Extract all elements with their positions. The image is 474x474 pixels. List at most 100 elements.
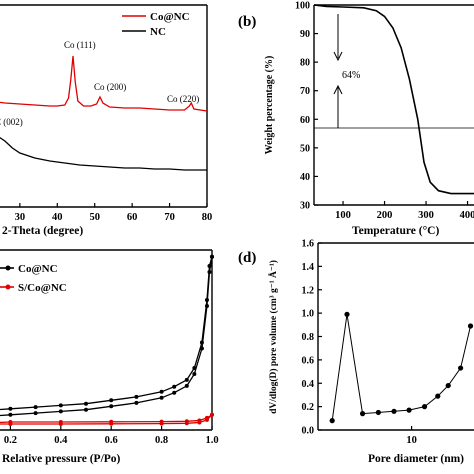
panel-a-series-1-line	[0, 55, 208, 112]
panel-c-xtick-label: 0.6	[105, 435, 118, 446]
panel-d-xtick-label: 10	[406, 435, 417, 446]
panel-c-series-1-point	[33, 405, 38, 410]
panel-b-ytick-label: 40	[300, 172, 310, 183]
panel-d-series-1-point	[421, 404, 428, 410]
legend-marker-s-co-nc	[5, 284, 11, 290]
panel-d-ytick-label: 0.2	[302, 402, 315, 413]
panel-b-ytick-label: 80	[300, 58, 310, 69]
panel-b-ytick-label: 50	[300, 143, 310, 154]
panel-c-series-1-point	[172, 390, 177, 395]
panel-d-series-1-point	[445, 382, 451, 389]
panel-d-series-1-point	[467, 323, 474, 329]
panel-d-series-1-line	[331, 314, 471, 421]
panel-d-series-1-point	[406, 407, 412, 413]
panel-c-series-1-point	[184, 377, 189, 382]
panel-c-series-1-point	[207, 264, 212, 268]
panel-a-series-2-line	[0, 136, 207, 171]
panel-b-series-1-line	[313, 4, 474, 195]
panel-d-ytick-label: 1.6	[302, 239, 315, 250]
panel-b: (b) 100 200 300 400 30 40 50 60 70 80 90 100 Weight…	[238, 1, 474, 237]
panel-a-xtick-label: 70	[164, 212, 175, 223]
panel-b-xtick-label: 400	[460, 210, 474, 221]
panel-a-xtick-label: 40	[52, 212, 63, 223]
panel-d-series-1-point	[458, 365, 464, 371]
panel-c-series-1-point	[172, 384, 177, 389]
panel-c-xtick-label: 0.8	[155, 435, 168, 446]
panel-c-series-1-adsorption	[0, 256, 213, 417]
panel-c-series-1-point	[199, 346, 204, 351]
annotation-co-111: Co (111)	[64, 40, 96, 50]
panel-c-series-1-point	[192, 366, 197, 370]
panel-c-series-2-adsorption	[0, 414, 213, 425]
panel-d-ytick-label: 0.8	[302, 332, 315, 343]
panel-b-ytick-label: 100	[295, 1, 310, 12]
panel-c-series-1-point	[199, 340, 204, 345]
panel-c-series-1-point	[159, 389, 164, 394]
panel-d-series-1-point	[375, 409, 381, 416]
panel-c-series-1-point	[134, 400, 139, 405]
panel-c-series-2-point	[197, 418, 202, 423]
panel-a-xlabel: 2-Theta (degree)	[2, 225, 83, 237]
panel-b-xlabel: Temperature (°C)	[352, 225, 439, 237]
panel-c-series-2-point	[204, 415, 209, 420]
legend-label-co-nc: Co@NC	[150, 11, 190, 23]
panel-c-series-1-point	[33, 411, 38, 416]
panel-d-ytick-label: 1.0	[302, 309, 315, 320]
panel-d-series-1-point	[435, 393, 441, 399]
legend-label-co-nc-c: Co@NC	[18, 263, 58, 275]
panel-a-xtick-label: 60	[127, 212, 138, 223]
panel-c-series-2-point	[210, 412, 214, 417]
annotation-co-200: Co (200)	[94, 82, 126, 92]
panel-c-series-1-point	[204, 298, 209, 302]
panel-d-series-1-point	[344, 311, 350, 317]
panel-c-xtick-label: 0.2	[4, 435, 17, 446]
panel-d-ytick-label: 0.0	[302, 426, 315, 437]
panel-b-xtick-label: 300	[418, 210, 434, 221]
panel-c: 0.2 0.4 0.6 0.8 1.0 Relative pressure (P/Po)…	[0, 249, 219, 465]
panel-c-series-1-desorption	[0, 256, 213, 411]
panel-c-series-1-point	[109, 404, 114, 409]
panel-c-series-1-point	[184, 383, 189, 388]
panel-d-ytick-label: 0.4	[302, 379, 315, 390]
annotation-c-002: C (002)	[0, 117, 23, 127]
annotation-64: 64%	[342, 70, 360, 81]
panel-d-series-1-point	[359, 411, 366, 417]
panel-c-series-1-point	[210, 254, 214, 259]
panel-b-ytick-label: 70	[300, 86, 310, 97]
arrow-up-head	[333, 84, 343, 95]
panel-c-series-1-point	[192, 372, 197, 376]
panel-a-xtick-label: 80	[202, 212, 213, 223]
panel-c-series-1-point	[134, 394, 139, 399]
panel-d: (d) 10 0.0 0.2 0.4 0.6 0.8 1.0 1.2 1.4 1.6 dV/dlo…	[238, 239, 474, 465]
panel-d-series-1-point	[391, 408, 397, 414]
panel-d-ylabel: dV/dlog(D) pore volume (cm³ g⁻¹ Å⁻¹)	[267, 260, 279, 414]
panel-c-series-1-point	[84, 407, 88, 412]
panel-c-series-1-point	[8, 406, 13, 411]
panel-c-series-1-point	[204, 304, 209, 308]
panel-d-ytick-label: 1.4	[302, 262, 315, 273]
panel-a-xtick-label: 30	[15, 212, 26, 223]
panel-c-series-1-point	[109, 398, 114, 403]
panel-c-series-2-point	[8, 419, 13, 424]
panel-d-label: (d)	[238, 250, 256, 266]
panel-c-xlabel: Relative pressure (P/Po)	[2, 453, 121, 465]
panel-c-series-1-point	[58, 403, 63, 408]
panel-a-xtick-label: 50	[89, 212, 100, 223]
annotation-co-220: Co (220)	[167, 94, 199, 104]
panel-d-series-1-point	[329, 418, 335, 424]
panel-b-xtick-label: 100	[335, 210, 351, 221]
panel-c-series-1-point	[207, 270, 212, 274]
panel-c-series-2-point	[58, 419, 63, 424]
panel-b-ytick-label: 30	[300, 201, 310, 212]
panel-c-series-1-point	[8, 412, 13, 417]
panel-a: 30 40 50 60 70 80 2-Theta (degree) Co@NC NC C…	[0, 4, 213, 237]
panel-b-ylabel: Weight percentage (%)	[264, 56, 275, 155]
panel-d-ytick-label: 1.2	[302, 285, 315, 296]
panel-c-series-1-point	[84, 401, 88, 406]
panel-b-ytick-label: 90	[300, 29, 310, 40]
panel-c-xtick-label: 1.0	[205, 435, 218, 446]
panel-c-series-1-point	[58, 409, 63, 414]
panel-d-xlabel: Pore diameter (nm)	[368, 453, 464, 465]
arrow-down-head	[333, 51, 343, 62]
